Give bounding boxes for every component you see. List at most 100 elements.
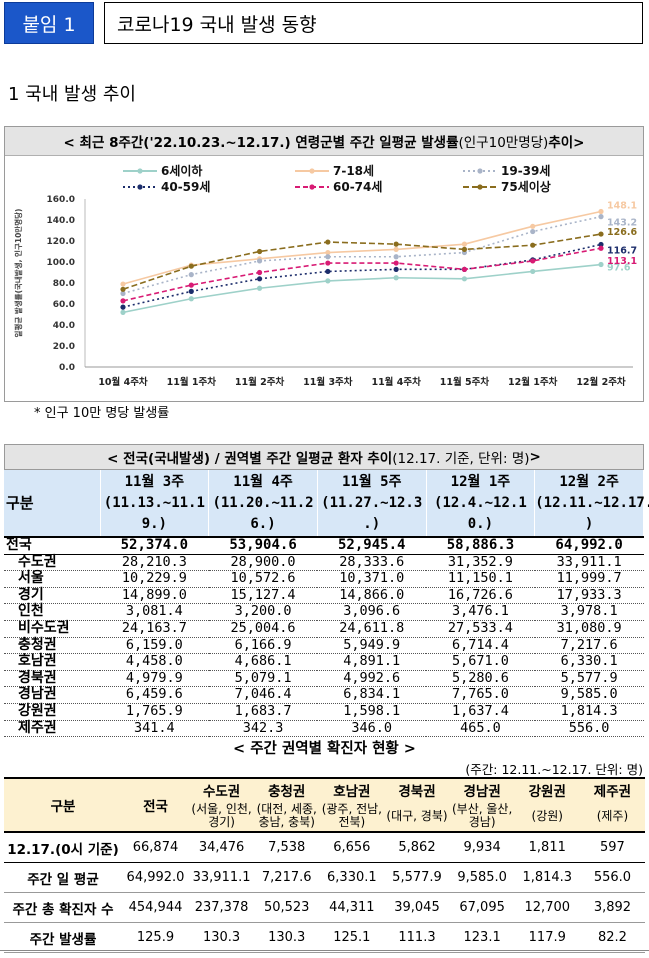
- series-end-label: 97.6: [607, 263, 631, 274]
- table2-title: < 주간 권역별 확진자 현황 >: [233, 741, 416, 757]
- series-point: [256, 248, 263, 255]
- series-point: [393, 275, 399, 281]
- chart-title-unit: (인구10만명당): [458, 135, 549, 151]
- cell-value: 6,159.0: [100, 637, 209, 655]
- table-row: 경기 14,899.0 15,127.4 14,866.0 16,726.6 17,933…: [4, 587, 644, 605]
- cell-value: 5,577.9: [384, 862, 450, 893]
- header-region-sub: (광주, 전남, 전북): [319, 801, 385, 832]
- table-row: 경남권 6,459.6 7,046.4 6,834.1 7,765.0 9,585.0: [4, 687, 644, 704]
- table-header-row: 구분 11월 3주 (11.13.~11.1 9.) 11월 4주 (11.20.~1…: [4, 470, 649, 537]
- y-tick-label: 140.0: [47, 216, 75, 226]
- week-range: (11.20.~11.2: [212, 494, 314, 511]
- x-tick-label: 11월 2주차: [235, 376, 285, 388]
- cell-value: 1,811: [514, 832, 580, 863]
- series-point: [598, 208, 604, 215]
- cell-value: 50,523: [254, 892, 320, 923]
- x-tick-label: 11월 4주차: [371, 376, 421, 388]
- cell-value: 5,079.1: [208, 670, 318, 688]
- cell-value: 465.0: [426, 720, 535, 738]
- row-label: 주간 일 평균: [4, 862, 122, 893]
- cell-value: 82.2: [579, 922, 645, 953]
- cell-value: 33,911.1: [534, 554, 644, 572]
- series-point: [120, 281, 126, 287]
- table1-title: < 전국(국내발생) / 권역별 주간 일평균 환자 추이 (12.17. 기준…: [4, 444, 644, 470]
- cell-value: 25,004.6: [208, 620, 318, 638]
- cell-value: 1,814.3: [514, 862, 580, 893]
- series-point: [188, 272, 194, 278]
- series-point: [461, 246, 468, 252]
- row-label: 호남권: [4, 654, 100, 671]
- cell-value: 39,045: [384, 892, 450, 923]
- header-region-sub: (대구, 경북): [384, 801, 450, 832]
- chart-title: < 최근 8주간('22.10.23.~12.17.) 연령군별 주간 일평균 …: [5, 127, 643, 156]
- cell-value: 10,229.9: [100, 571, 209, 588]
- cell-value: 6,459.6: [100, 687, 209, 704]
- cell-value: 3,978.1: [534, 604, 644, 621]
- x-tick-label: 11월 3주차: [303, 376, 353, 388]
- header-region: 호남권: [319, 778, 385, 801]
- chart-title-end: 추이>: [548, 135, 585, 151]
- cell-value: 7,217.6: [534, 637, 644, 655]
- header-region: 제주권: [579, 778, 645, 801]
- series-point: [256, 285, 263, 291]
- legend-label: 7-18세: [333, 163, 374, 178]
- document-title: 코로나19 국내 발생 동향: [104, 2, 643, 44]
- cell-value: 10,371.0: [317, 571, 427, 588]
- cell-value: 3,200.0: [208, 604, 318, 621]
- cell-value: 123.1: [449, 922, 515, 953]
- chart-panel: < 최근 8주간('22.10.23.~12.17.) 연령군별 주간 일평균 …: [4, 126, 644, 402]
- week-range-tail: 0.): [467, 515, 494, 532]
- page-bottom-divider: [0, 950, 649, 958]
- cell-value: 14,899.0: [100, 587, 209, 605]
- cell-value: 53,904.6: [208, 537, 318, 555]
- line-chart: 6세이하 7-18세 19-39세 40-59세 60-74세 75세이상 일평균 발생률…: [13, 163, 637, 388]
- row-label: 경북권: [4, 670, 100, 688]
- cell-value: 111.3: [384, 922, 450, 953]
- cell-value: 7,046.4: [208, 687, 318, 704]
- header-region: 경북권: [384, 778, 450, 801]
- row-label: 충청권: [4, 637, 100, 655]
- y-tick-label: 40.0: [53, 321, 75, 331]
- cell-value: 4,458.0: [100, 654, 209, 671]
- legend-marker: [477, 168, 483, 174]
- week-label: 12월 2주: [559, 473, 619, 490]
- cell-value: 5,577.9: [534, 670, 644, 688]
- cell-value: 1,814.3: [534, 703, 644, 721]
- legend-label: 60-74세: [333, 179, 382, 194]
- series-line: [122, 233, 602, 291]
- series-line: [122, 215, 602, 295]
- series-line: [122, 243, 602, 308]
- cell-value: 130.3: [254, 922, 320, 953]
- table-row: 주간 발생률 125.9 130.3 130.3 125.1 111.3 123.1 117.…: [4, 922, 645, 953]
- cell-value: 3,892: [579, 892, 645, 923]
- header-gubun: 구분: [4, 778, 122, 832]
- table-row: 강원권 1,765.9 1,683.7 1,598.1 1,637.4 1,814.3: [4, 703, 644, 721]
- series-point: [393, 260, 399, 266]
- y-tick-label: 100.0: [47, 258, 75, 268]
- header-region: 경남권: [449, 778, 515, 801]
- cell-value: 28,900.0: [208, 554, 318, 572]
- cell-value: 9,585.0: [449, 862, 515, 893]
- cell-value: 4,686.1: [208, 654, 318, 671]
- series-point: [598, 214, 604, 220]
- table-row: 주간 일 평균 64,992.0 33,911.1 7,217.6 6,330.1 5,5…: [4, 862, 645, 893]
- row-label: 강원권: [4, 703, 100, 721]
- cell-value: 7,538: [254, 832, 320, 863]
- cell-value: 4,992.6: [317, 670, 427, 688]
- series-end-label: 126.6: [607, 227, 637, 238]
- series-end-label: 116.7: [607, 245, 637, 256]
- header-region: 충청권: [254, 778, 320, 801]
- regional-cases-table: 구분 전국 수도권 충청권 호남권 경북권 경남권 강원권 제주권 (서울, 인…: [4, 777, 645, 953]
- cell-value: 15,127.4: [208, 587, 318, 605]
- y-tick-label: 120.0: [47, 237, 75, 247]
- table2-unit: (주간: 12.11.~12.17. 단위: 명): [465, 762, 643, 777]
- legend-marker: [137, 168, 143, 174]
- table-row: 주간 총 확진자 수 454,944 237,378 50,523 44,311 39,0…: [4, 892, 645, 923]
- cell-value: 342.3: [208, 720, 318, 738]
- header-region-sub: (서울, 인천, 경기): [189, 801, 255, 832]
- series-point: [530, 223, 536, 229]
- series-point: [598, 261, 604, 268]
- cell-value: 6,330.1: [319, 862, 385, 893]
- table-row: 인천 3,081.4 3,200.0 3,096.6 3,476.1 3,978.1: [4, 604, 644, 621]
- cell-value: 6,166.9: [208, 637, 318, 655]
